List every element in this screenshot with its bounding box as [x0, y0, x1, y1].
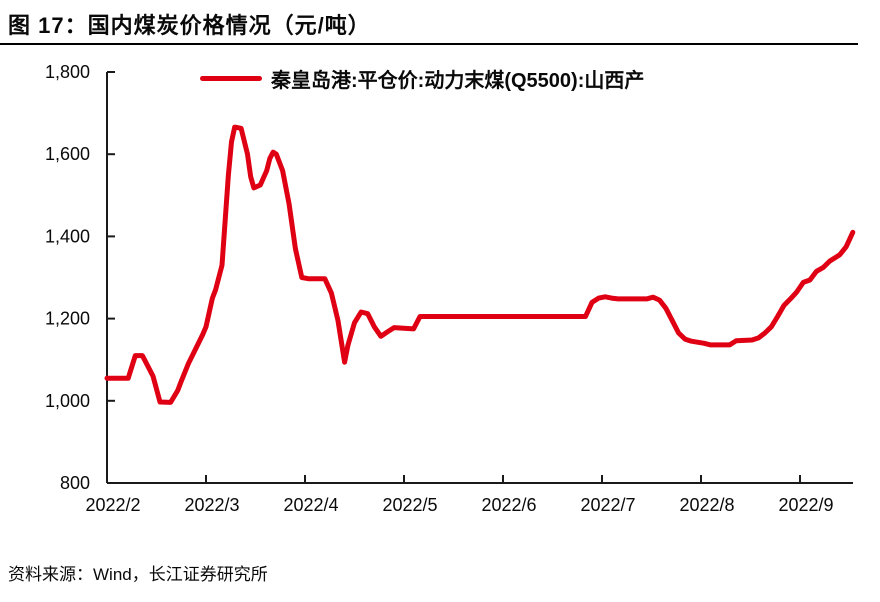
- figure-header: 图 17：国内煤炭价格情况（元/吨）: [0, 0, 858, 45]
- x-axis-tick-label: 2022/2: [85, 495, 140, 515]
- y-axis-tick-label: 1,200: [45, 309, 90, 329]
- x-axis-tick-label: 2022/7: [580, 495, 635, 515]
- series-line: [104, 124, 856, 405]
- figure-title: 图 17：国内煤炭价格情况（元/吨）: [8, 13, 371, 38]
- legend-line-swatch: [200, 76, 262, 81]
- x-axis-tick-label: 2022/4: [283, 495, 338, 515]
- y-axis-tick-label: 1,000: [45, 391, 90, 411]
- legend-series-label: 秦皇岛港:平仓价:动力末煤(Q5500):山西产: [271, 70, 645, 92]
- source-note: 资料来源：Wind，长江证券研究所: [8, 565, 268, 584]
- x-axis-tick-label: 2022/8: [679, 495, 734, 515]
- y-axis-tick-label: 1,400: [45, 226, 90, 246]
- x-axis-tick-label: 2022/9: [778, 495, 833, 515]
- y-axis-tick-label: 800: [60, 473, 90, 493]
- x-axis-tick-label: 2022/5: [382, 495, 437, 515]
- chart-legend: 秦皇岛港:平仓价:动力末煤(Q5500):山西产: [200, 64, 644, 93]
- x-axis-tick-label: 2022/3: [184, 495, 239, 515]
- x-axis-tick-label: 2022/6: [481, 495, 536, 515]
- y-axis-tick-label: 1,600: [45, 144, 90, 164]
- y-axis-tick-label: 1,800: [45, 62, 90, 82]
